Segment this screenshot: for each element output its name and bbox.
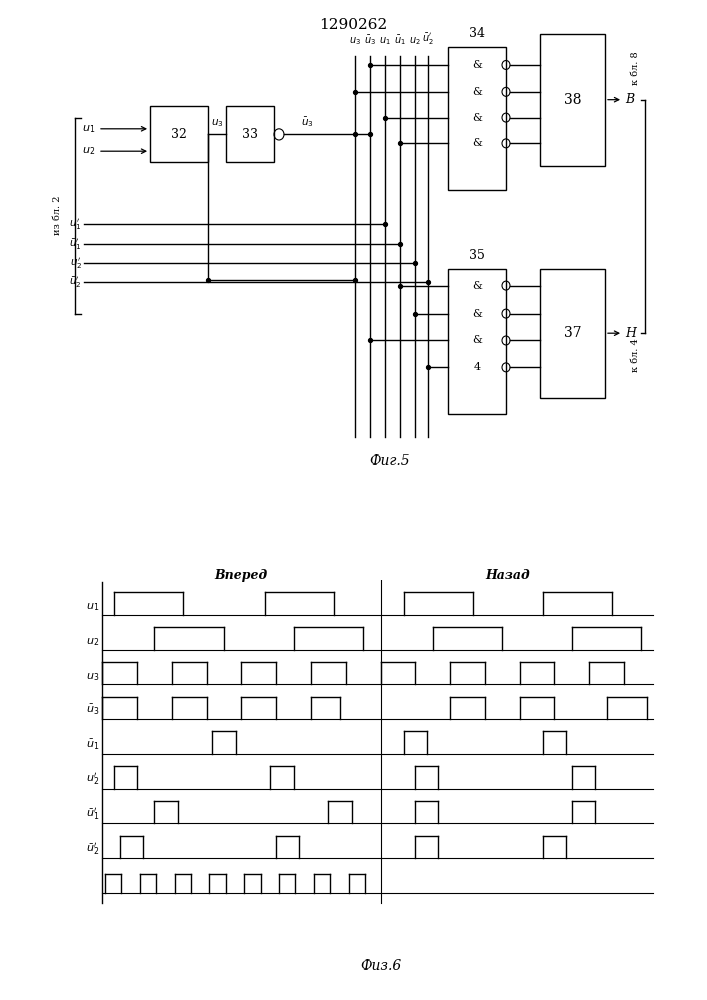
Text: Фиг.5: Фиг.5	[370, 454, 410, 468]
Text: $u_3$: $u_3$	[349, 35, 361, 47]
Text: $\bar{u}_3$: $\bar{u}_3$	[300, 115, 313, 129]
Text: $u_3$: $u_3$	[86, 671, 99, 683]
Text: $\bar{u}_1$: $\bar{u}_1$	[394, 33, 406, 47]
Text: 33: 33	[242, 128, 258, 141]
Text: B: B	[625, 93, 634, 106]
Text: $\bar{u}_2'$: $\bar{u}_2'$	[69, 275, 82, 290]
Text: 4: 4	[474, 362, 481, 372]
Text: &: &	[472, 138, 482, 148]
Text: $u_2$: $u_2$	[82, 145, 95, 157]
Text: 34: 34	[469, 27, 485, 40]
Text: из бл. 2: из бл. 2	[54, 196, 62, 235]
Text: к бл. 4: к бл. 4	[631, 339, 640, 372]
Bar	[540, 34, 605, 166]
Text: 37: 37	[563, 326, 581, 340]
Text: $\bar{u}_3$: $\bar{u}_3$	[86, 703, 99, 717]
Text: $u_1$: $u_1$	[86, 601, 99, 613]
Bar	[226, 106, 274, 162]
Text: &: &	[472, 60, 482, 70]
Text: 38: 38	[563, 93, 581, 107]
Text: $\bar{u}_1'$: $\bar{u}_1'$	[86, 806, 99, 822]
Text: $u_2$: $u_2$	[86, 636, 99, 648]
Text: 35: 35	[469, 249, 485, 262]
Text: H: H	[625, 327, 636, 340]
Text: $u_2$: $u_2$	[409, 35, 421, 47]
Text: &: &	[472, 281, 482, 291]
Text: $u_1$: $u_1$	[82, 123, 95, 135]
Text: &: &	[472, 335, 482, 345]
Text: &: &	[472, 309, 482, 319]
Text: 32: 32	[171, 128, 187, 141]
Text: $u_3$: $u_3$	[211, 117, 223, 129]
Text: $u_2'$: $u_2'$	[69, 255, 82, 271]
Text: Назад: Назад	[486, 569, 530, 582]
Text: $\bar{u}_2'$: $\bar{u}_2'$	[86, 841, 99, 857]
Text: $u_2'$: $u_2'$	[86, 771, 99, 787]
Text: $u_1'$: $u_1'$	[69, 216, 82, 232]
Bar	[448, 269, 506, 414]
Text: к бл. 8: к бл. 8	[631, 52, 640, 85]
Text: Вперед: Вперед	[215, 569, 268, 582]
Bar	[150, 106, 208, 162]
Text: $\bar{u}_1$: $\bar{u}_1$	[86, 738, 99, 752]
Text: Физ.6: Физ.6	[360, 959, 401, 973]
Text: &: &	[472, 113, 482, 123]
Text: $\bar{u}_1'$: $\bar{u}_1'$	[69, 236, 82, 252]
Text: $\bar{u}_3$: $\bar{u}_3$	[364, 33, 376, 47]
Text: 1290262: 1290262	[319, 18, 387, 32]
Text: $\bar{u}_2'$: $\bar{u}_2'$	[422, 32, 434, 47]
Text: &: &	[472, 87, 482, 97]
Text: $u_1$: $u_1$	[379, 35, 391, 47]
Bar	[540, 269, 605, 398]
Bar	[448, 47, 506, 190]
